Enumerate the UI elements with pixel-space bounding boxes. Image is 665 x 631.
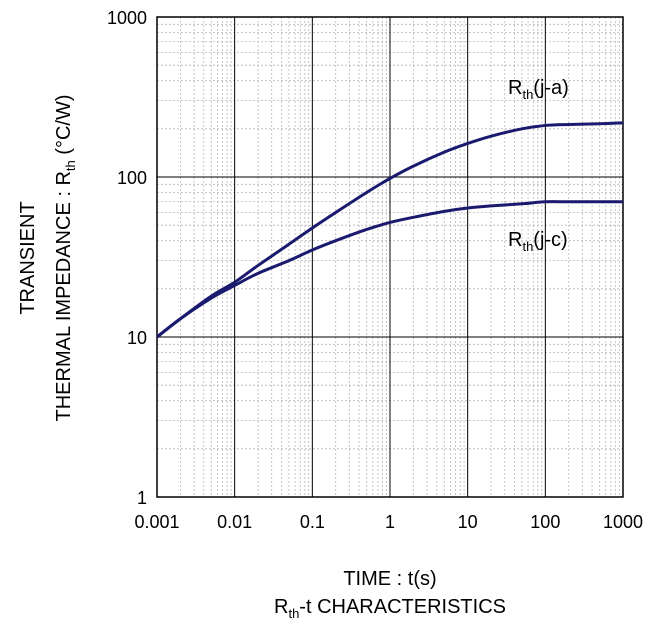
x-tick-label: 0.001 — [134, 512, 179, 532]
series-label-j-c: Rth(j-c) — [508, 229, 568, 254]
series-label-j-a-main: R — [508, 77, 522, 99]
x-tick-label: 0.1 — [300, 512, 325, 532]
series-label-j-c-main: R — [508, 229, 522, 251]
x-tick-label: 100 — [530, 512, 560, 532]
series-label-j-c-sub: th — [522, 239, 533, 254]
y-axis-label-line1: TRANSIENT — [17, 201, 39, 314]
chart-caption-rest: -t CHARACTERISTICS — [299, 596, 506, 618]
y-tick-label: 100 — [117, 168, 147, 188]
tick-labels: 0.001 0.01 0.1 1 10 100 1000 1 10 100 1000 — [107, 8, 643, 532]
y-axis-label-unit: (°C/W) — [53, 94, 75, 160]
series-line-j-c — [156, 200, 623, 339]
x-axis-label: TIME : t(s) — [343, 568, 436, 590]
major-gridlines — [157, 17, 623, 497]
series-line-j-a — [156, 121, 624, 339]
y-tick-label: 10 — [127, 328, 147, 348]
series-label-j-c-rest: (j-c) — [533, 229, 567, 251]
x-tick-label: 1000 — [603, 512, 643, 532]
y-axis-label-sub: th — [63, 160, 78, 171]
y-axis-label-line2: THERMAL IMPEDANCE : Rth (°C/W) — [53, 94, 78, 421]
chart-caption-main: R — [274, 596, 288, 618]
y-tick-label: 1000 — [107, 8, 147, 28]
chart-caption-sub: th — [288, 606, 299, 621]
chart-caption: Rth-t CHARACTERISTICS — [274, 596, 506, 621]
series-label-j-a-sub: th — [522, 87, 533, 102]
series-label-j-a: Rth(j-a) — [508, 77, 569, 102]
x-tick-label: 0.01 — [217, 512, 252, 532]
y-axis-label-main: THERMAL IMPEDANCE : R — [53, 171, 75, 421]
plot-frame — [156, 16, 624, 498]
series-label-j-a-rest: (j-a) — [533, 77, 569, 99]
x-tick-label: 10 — [458, 512, 478, 532]
y-tick-label: 1 — [137, 488, 147, 508]
series-layer — [156, 121, 624, 339]
x-tick-label: 1 — [385, 512, 395, 532]
